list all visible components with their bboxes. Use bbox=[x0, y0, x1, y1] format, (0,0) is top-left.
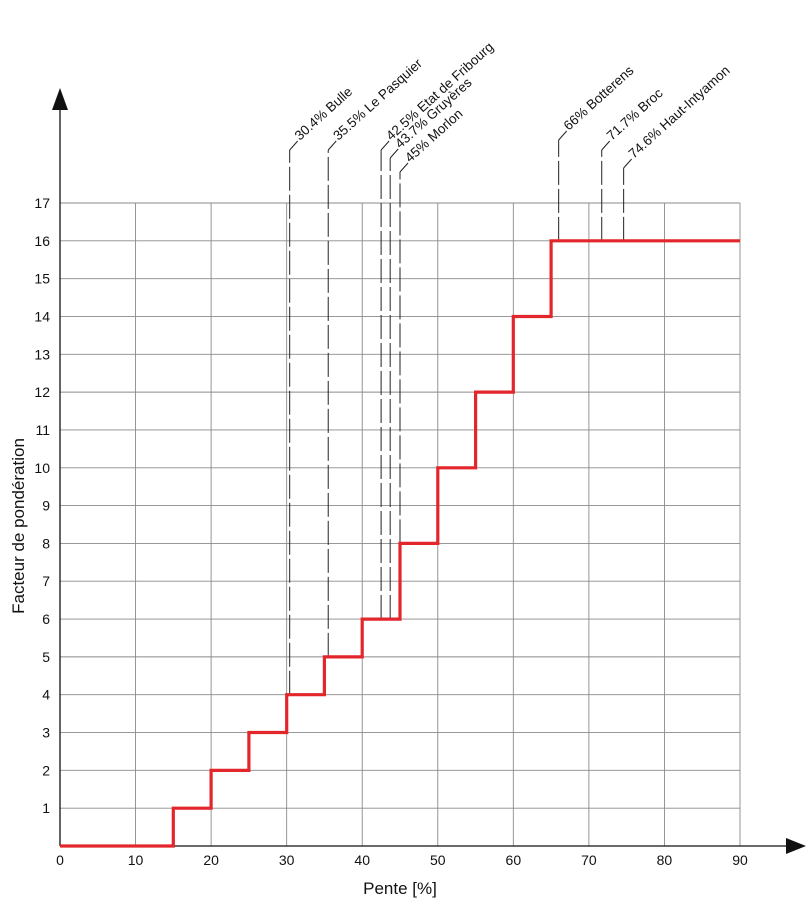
y-axis-arrow bbox=[52, 88, 68, 110]
y-tick-label: 10 bbox=[34, 460, 50, 476]
y-tick-label: 7 bbox=[42, 573, 50, 589]
y-tick-label: 1 bbox=[42, 800, 50, 816]
y-tick-label: 12 bbox=[34, 384, 50, 400]
x-tick-label: 40 bbox=[354, 852, 370, 868]
x-tick-label: 10 bbox=[128, 852, 144, 868]
y-tick-label: 3 bbox=[42, 725, 50, 741]
series bbox=[60, 239, 740, 848]
x-tick-label: 50 bbox=[430, 852, 446, 868]
annotation-leader-elbow bbox=[389, 148, 399, 159]
step-line-series bbox=[60, 239, 740, 848]
y-tick-label: 11 bbox=[35, 422, 50, 438]
annotation-leader-elbow bbox=[289, 140, 299, 151]
y-tick-label: 8 bbox=[42, 535, 50, 551]
x-tick-label: 80 bbox=[657, 852, 673, 868]
annotation-leader-elbow bbox=[327, 140, 337, 151]
x-tick-label: 60 bbox=[506, 852, 522, 868]
annotation-leader-elbow bbox=[558, 130, 568, 141]
y-tick-label: 17 bbox=[34, 195, 50, 211]
annotation-leader-elbow bbox=[399, 162, 409, 173]
axes bbox=[52, 88, 806, 854]
x-tick-label: 70 bbox=[581, 852, 597, 868]
x-axis-title: Pente [%] bbox=[363, 879, 437, 898]
annotation-leader-elbow bbox=[623, 158, 633, 169]
y-tick-label: 2 bbox=[42, 762, 50, 778]
y-tick-label: 15 bbox=[34, 271, 50, 287]
x-tick-label: 0 bbox=[56, 852, 64, 868]
annotation-leader-elbow bbox=[601, 140, 611, 151]
y-tick-label: 14 bbox=[34, 308, 50, 324]
x-tick-label: 30 bbox=[279, 852, 295, 868]
annotation-leaders bbox=[289, 130, 633, 695]
annotation-leader-elbow bbox=[380, 140, 390, 151]
y-axis-title: Facteur de pondération bbox=[9, 438, 28, 614]
y-tick-label: 6 bbox=[42, 611, 50, 627]
y-tick-label: 16 bbox=[34, 233, 50, 249]
y-tick-label: 4 bbox=[42, 687, 50, 703]
y-tick-label: 9 bbox=[42, 498, 50, 514]
x-tick-label: 90 bbox=[732, 852, 748, 868]
y-tick-label: 5 bbox=[42, 649, 50, 665]
x-axis-arrow bbox=[786, 838, 806, 854]
x-tick-label: 20 bbox=[203, 852, 219, 868]
y-tick-label: 13 bbox=[34, 346, 50, 362]
